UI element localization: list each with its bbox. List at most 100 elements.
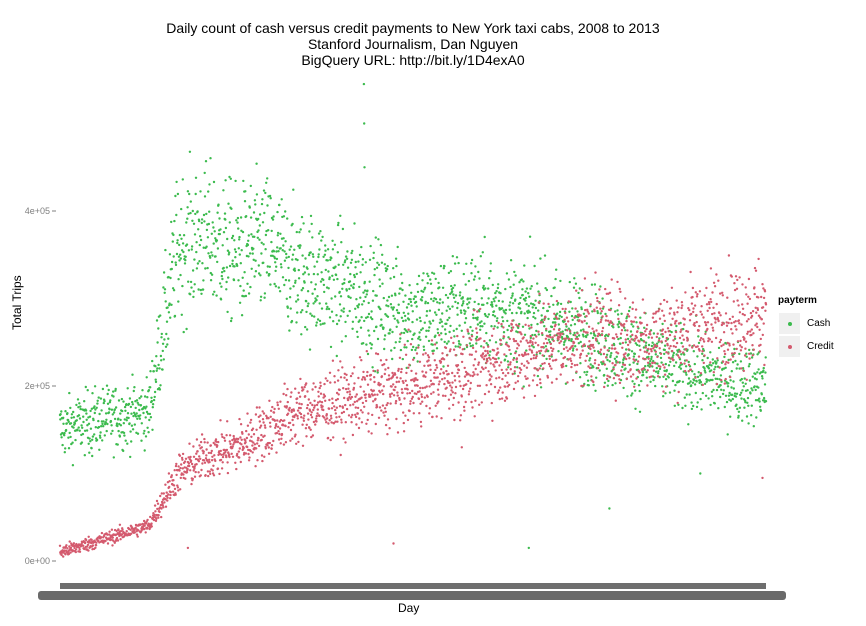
data-point-credit xyxy=(736,340,740,343)
data-point-credit xyxy=(677,322,681,325)
data-point-credit xyxy=(414,377,417,380)
data-point-cash xyxy=(524,290,527,293)
data-point-cash xyxy=(93,433,96,436)
data-point-credit xyxy=(448,381,451,384)
data-point-credit xyxy=(178,469,181,472)
data-point-credit xyxy=(364,396,367,399)
data-point-credit xyxy=(704,321,707,324)
data-point-credit xyxy=(139,523,143,526)
data-point-cash xyxy=(325,307,328,311)
data-point-credit xyxy=(453,374,456,378)
data-point-cash xyxy=(296,258,299,262)
data-point-cash xyxy=(647,355,650,359)
data-point-cash xyxy=(141,389,144,392)
data-point-cash xyxy=(85,429,89,432)
data-point-credit xyxy=(514,351,517,355)
data-point-credit xyxy=(72,542,76,545)
data-point-credit xyxy=(602,360,605,363)
data-point-credit xyxy=(596,296,599,300)
data-point-credit xyxy=(721,294,724,297)
data-point-credit xyxy=(722,343,725,346)
data-point-cash xyxy=(283,259,287,262)
data-point-cash xyxy=(634,407,637,410)
data-point-credit xyxy=(619,332,623,335)
data-point-credit xyxy=(716,357,719,360)
data-point-credit xyxy=(338,415,341,418)
data-point-credit xyxy=(382,392,385,396)
data-point-credit xyxy=(617,304,621,307)
data-point-cash xyxy=(635,343,639,347)
data-point-credit xyxy=(263,455,266,458)
data-point-credit xyxy=(649,348,653,351)
data-point-cash xyxy=(221,244,224,247)
data-point-cash xyxy=(354,266,357,269)
data-point-cash xyxy=(91,438,94,441)
data-point-credit xyxy=(631,333,634,337)
data-point-cash xyxy=(281,276,285,279)
legend-title: payterm xyxy=(778,295,817,306)
data-point-credit xyxy=(597,332,601,336)
data-point-credit xyxy=(467,373,470,376)
data-point-cash xyxy=(122,400,125,403)
data-point-cash xyxy=(447,305,450,308)
data-point-credit xyxy=(575,370,578,373)
data-point-cash xyxy=(166,306,169,309)
data-point-credit xyxy=(308,409,312,412)
data-point-cash xyxy=(372,289,375,293)
data-point-cash xyxy=(354,260,357,264)
data-point-credit xyxy=(201,462,204,465)
data-point-credit xyxy=(597,363,600,367)
data-point-credit xyxy=(257,437,260,440)
data-point-cash xyxy=(409,330,412,333)
data-point-credit xyxy=(737,304,740,307)
data-point-cash xyxy=(226,237,229,241)
data-point-credit xyxy=(157,516,160,519)
data-point-cash xyxy=(561,330,564,333)
data-point-credit xyxy=(497,321,500,325)
data-point-cash xyxy=(518,322,521,326)
data-point-cash xyxy=(669,360,672,363)
legend-item-credit: Credit xyxy=(778,335,834,358)
data-point-cash xyxy=(348,280,352,283)
data-point-credit xyxy=(211,472,215,475)
data-point-credit xyxy=(725,360,728,364)
data-point-cash xyxy=(212,226,215,229)
data-point-credit xyxy=(133,531,136,534)
data-point-cash xyxy=(478,277,481,280)
data-point-credit xyxy=(521,387,524,390)
data-point-credit xyxy=(424,375,427,378)
data-point-cash xyxy=(289,245,293,248)
data-point-cash xyxy=(439,264,443,268)
data-point-cash xyxy=(350,284,353,287)
data-point-credit xyxy=(379,391,382,394)
data-point-credit xyxy=(540,321,543,324)
data-point-credit xyxy=(498,376,501,379)
data-point-credit xyxy=(219,449,222,453)
data-point-cash xyxy=(716,377,719,381)
data-point-credit xyxy=(739,344,742,347)
data-point-credit xyxy=(450,336,453,339)
data-point-cash xyxy=(277,286,280,289)
data-point-cash xyxy=(313,315,316,318)
data-point-credit xyxy=(432,383,435,386)
data-point-cash xyxy=(91,392,94,395)
data-point-cash xyxy=(247,234,250,237)
data-point-cash xyxy=(529,302,533,305)
data-point-credit xyxy=(469,387,472,390)
data-point-cash xyxy=(412,356,416,360)
data-point-credit xyxy=(539,381,542,385)
data-point-cash xyxy=(674,361,678,364)
data-point-cash xyxy=(68,391,71,395)
data-point-credit xyxy=(339,376,343,379)
data-point-cash xyxy=(234,179,237,183)
data-point-credit xyxy=(523,351,527,354)
data-point-credit xyxy=(236,452,239,456)
data-point-credit xyxy=(304,395,307,398)
data-point-cash xyxy=(560,315,563,319)
data-point-credit xyxy=(155,499,159,503)
data-point-cash xyxy=(511,302,515,305)
data-point-credit xyxy=(709,298,712,301)
data-point-cash xyxy=(697,371,700,374)
data-point-credit xyxy=(755,322,758,325)
data-point-credit xyxy=(339,453,342,457)
